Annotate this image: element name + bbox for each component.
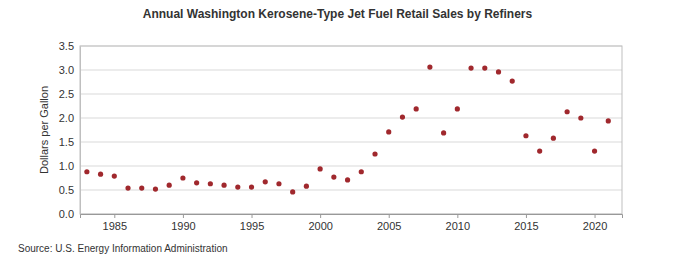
x-tick: 2010: [446, 214, 470, 232]
y-tick: 3.0: [59, 64, 80, 76]
x-tick: 1985: [103, 214, 127, 232]
x-tick-label: 1990: [171, 220, 195, 232]
point: [414, 106, 419, 111]
point: [304, 184, 309, 189]
point: [345, 177, 350, 182]
y-tick-label: 1.5: [59, 136, 74, 148]
point: [98, 172, 103, 177]
point: [400, 114, 405, 119]
y-tick-label: 3.0: [59, 64, 74, 76]
y-axis: 0.0 0.5 1.0 1.5 2.0 2.5 3.0 3.5: [59, 40, 81, 220]
x-tick: 1990: [171, 214, 195, 232]
chart: Annual Washington Kerosene-Type Jet Fuel…: [0, 0, 675, 275]
point: [592, 149, 597, 154]
points: [84, 65, 611, 195]
point: [510, 78, 515, 83]
point: [84, 169, 89, 174]
y-tick: 0.5: [59, 184, 80, 196]
point: [318, 166, 323, 171]
point: [468, 65, 473, 70]
y-tick-label: 2.5: [59, 88, 74, 100]
x-tick: 2015: [514, 214, 538, 232]
y-axis-line: [80, 47, 81, 215]
point: [427, 65, 432, 70]
point: [194, 180, 199, 185]
x-tick-mark: [252, 214, 253, 218]
title: Annual Washington Kerosene-Type Jet Fuel…: [143, 7, 533, 21]
y-tick: 0.0: [59, 208, 80, 220]
x-tick-label: 2000: [308, 220, 332, 232]
x-tick-mark: [389, 214, 390, 218]
point: [290, 189, 295, 194]
point: [263, 179, 268, 184]
y-tick-label: 2.0: [59, 112, 74, 124]
y-tick: 3.5: [59, 40, 80, 52]
x-tick-mark: [457, 214, 458, 218]
x-tick: 2005: [377, 214, 401, 232]
point: [551, 136, 556, 141]
grid-line: [80, 142, 622, 143]
point: [331, 174, 336, 179]
y-tick-label: 0.0: [59, 208, 74, 220]
point: [167, 183, 172, 188]
x-tick-label: 1995: [240, 220, 264, 232]
y-tick: 2.5: [59, 88, 80, 100]
point: [496, 69, 501, 74]
grid-line: [80, 94, 622, 95]
y-axis-title: Dollars per Gallon: [38, 86, 50, 174]
y-tick-label: 1.0: [59, 160, 74, 172]
y-tick: 2.0: [59, 112, 80, 124]
plot: 0.0 0.5 1.0 1.5 2.0 2.5 3.0 3.5 1985 1990 1995 2000…: [59, 40, 623, 232]
x-tick-label: 2010: [446, 220, 470, 232]
x-tick-mark: [320, 214, 321, 218]
x-tick: 2020: [583, 214, 607, 232]
point: [455, 106, 460, 111]
grid-line: [80, 190, 622, 191]
x-tick-label: 2020: [583, 220, 607, 232]
x-axis-line: [81, 215, 623, 219]
x-tick-label: 1985: [103, 220, 127, 232]
x-tick: 1995: [240, 214, 264, 232]
y-tick: 1.5: [59, 136, 80, 148]
point: [139, 185, 144, 190]
point: [359, 169, 364, 174]
point: [125, 185, 130, 190]
point: [386, 129, 391, 134]
x-tick-label: 2005: [377, 220, 401, 232]
point: [537, 149, 542, 154]
point: [235, 185, 240, 190]
x-tick-mark: [114, 214, 115, 218]
x-axis: 1985 1990 1995 2000 2005 2010 2015 2020: [81, 214, 623, 232]
grid-line: [80, 70, 622, 71]
point: [606, 118, 611, 123]
point: [578, 115, 583, 120]
point: [276, 181, 281, 186]
point: [112, 173, 117, 178]
y-tick-label: 0.5: [59, 184, 74, 196]
y-tick: 1.0: [59, 160, 80, 172]
point: [180, 175, 185, 180]
x-tick-mark: [526, 214, 527, 218]
point: [523, 133, 528, 138]
point: [372, 151, 377, 156]
point: [221, 183, 226, 188]
x-tick-mark: [595, 214, 596, 218]
x-tick: 2000: [308, 214, 332, 232]
point: [565, 109, 570, 114]
x-tick-mark: [183, 214, 184, 218]
point: [208, 181, 213, 186]
grid: [80, 46, 622, 214]
point: [249, 185, 254, 190]
grid-line: [80, 166, 622, 167]
point: [153, 186, 158, 191]
plot-frame: [80, 46, 622, 214]
x-tick-label: 2015: [514, 220, 538, 232]
y-tick-label: 3.5: [59, 40, 74, 52]
source-note: Source: U.S. Energy Information Administ…: [18, 243, 228, 254]
point: [441, 130, 446, 135]
point: [482, 65, 487, 70]
grid-line: [80, 118, 622, 119]
